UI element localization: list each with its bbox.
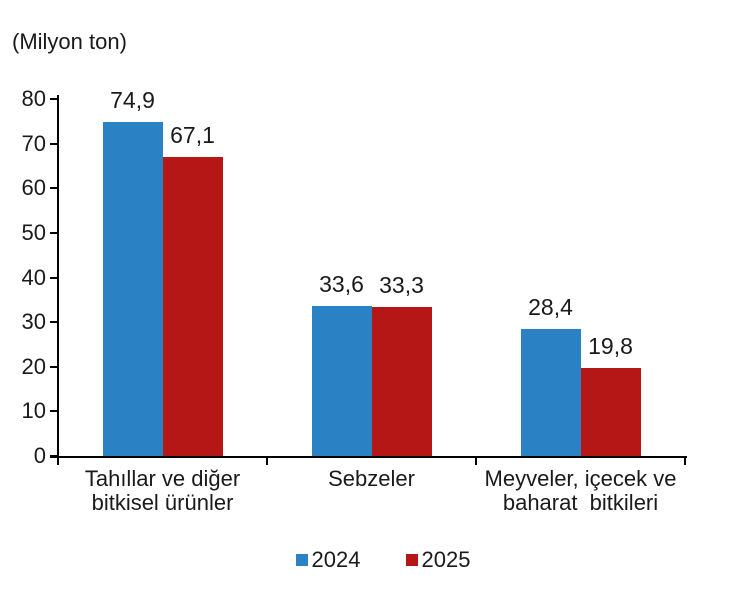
legend-label: 2024 xyxy=(311,547,361,572)
bar-2024-group3 xyxy=(520,329,581,456)
chart-unit-label: (Milyon ton) xyxy=(12,29,127,54)
x-axis-category-label: Meyveler, içecek ve baharat bitkileri xyxy=(484,466,677,515)
y-axis-tick-label: 60 xyxy=(21,175,46,201)
legend-label: 2025 xyxy=(421,547,471,572)
y-axis-tick-label: 30 xyxy=(21,309,46,335)
bar-2025-group1 xyxy=(162,156,223,456)
bar-value-label: 33,6 xyxy=(319,271,364,298)
y-axis-tick xyxy=(50,276,58,279)
x-axis-tick xyxy=(266,456,268,465)
bar-2024-group1 xyxy=(102,121,163,456)
y-axis-tick-label: 50 xyxy=(21,219,46,245)
y-axis-line xyxy=(57,95,59,458)
bar-value-label: 19,8 xyxy=(588,332,633,359)
bar-value-label: 67,1 xyxy=(170,121,215,148)
y-axis-tick xyxy=(50,365,58,368)
legend: 2024 2025 xyxy=(8,548,750,572)
bar-value-label: 28,4 xyxy=(528,294,573,321)
y-axis-tick xyxy=(50,187,58,190)
legend-swatch-icon xyxy=(295,554,308,566)
x-axis-tick xyxy=(475,456,477,465)
y-axis-tick-label: 70 xyxy=(21,130,46,156)
plot-area: 74,9 67,1 33,6 33,3 28,4 19,8 xyxy=(58,88,685,456)
y-axis-tick-label: 10 xyxy=(21,398,46,424)
bar-2025-group2 xyxy=(371,307,432,456)
y-axis-tick-label: 0 xyxy=(33,443,46,468)
x-axis-tick xyxy=(684,456,686,465)
y-axis-tick-label: 20 xyxy=(21,353,46,379)
y-axis-tick xyxy=(50,98,58,100)
x-axis-tick xyxy=(57,456,59,465)
y-axis-tick xyxy=(50,142,58,145)
y-axis-tick xyxy=(50,231,58,234)
legend-swatch-icon xyxy=(405,554,418,566)
x-axis-category-label: Sebzeler xyxy=(328,466,415,491)
y-axis-tick-label: 40 xyxy=(21,264,46,290)
bar-value-label: 74,9 xyxy=(110,86,155,113)
x-axis-line xyxy=(50,456,687,458)
bar-2024-group2 xyxy=(311,306,372,456)
y-axis-tick xyxy=(50,410,58,413)
bar-value-label: 33,3 xyxy=(379,272,424,299)
legend-item-2025: 2025 xyxy=(405,547,471,572)
bar-2025-group3 xyxy=(580,367,641,456)
legend-item-2024: 2024 xyxy=(295,547,361,572)
x-axis-category-label: Tahıllar ve diğer bitkisel ürünler xyxy=(84,466,241,515)
y-axis-tick-label: 80 xyxy=(21,86,46,111)
y-axis-tick xyxy=(50,321,58,324)
